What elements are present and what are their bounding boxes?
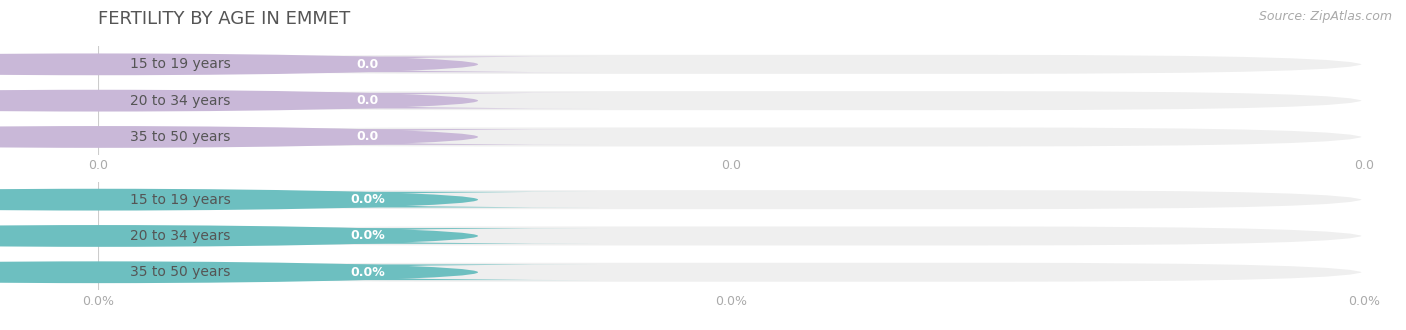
Text: 35 to 50 years: 35 to 50 years bbox=[131, 265, 231, 279]
Text: 0.0%: 0.0% bbox=[350, 229, 385, 243]
Circle shape bbox=[0, 225, 478, 247]
Text: 15 to 19 years: 15 to 19 years bbox=[131, 193, 231, 207]
FancyBboxPatch shape bbox=[136, 228, 599, 244]
Text: 35 to 50 years: 35 to 50 years bbox=[131, 130, 231, 144]
Text: 0.0: 0.0 bbox=[356, 94, 378, 107]
FancyBboxPatch shape bbox=[136, 93, 599, 109]
Text: Source: ZipAtlas.com: Source: ZipAtlas.com bbox=[1258, 10, 1392, 23]
Text: 20 to 34 years: 20 to 34 years bbox=[131, 94, 231, 108]
Text: 0.0%: 0.0% bbox=[350, 266, 385, 279]
Circle shape bbox=[0, 189, 478, 211]
Text: 15 to 19 years: 15 to 19 years bbox=[131, 57, 231, 71]
FancyBboxPatch shape bbox=[98, 189, 1364, 211]
Circle shape bbox=[0, 261, 478, 283]
Text: 0.0%: 0.0% bbox=[350, 193, 385, 206]
FancyBboxPatch shape bbox=[136, 264, 599, 280]
FancyBboxPatch shape bbox=[98, 90, 1364, 112]
Text: 0.0: 0.0 bbox=[356, 58, 378, 71]
Circle shape bbox=[0, 53, 478, 75]
FancyBboxPatch shape bbox=[98, 225, 1364, 247]
FancyBboxPatch shape bbox=[98, 53, 1364, 75]
Circle shape bbox=[0, 90, 478, 112]
FancyBboxPatch shape bbox=[136, 192, 599, 208]
FancyBboxPatch shape bbox=[98, 126, 1364, 148]
FancyBboxPatch shape bbox=[136, 56, 599, 72]
FancyBboxPatch shape bbox=[136, 129, 599, 145]
Text: FERTILITY BY AGE IN EMMET: FERTILITY BY AGE IN EMMET bbox=[98, 10, 350, 28]
Circle shape bbox=[0, 126, 478, 148]
FancyBboxPatch shape bbox=[98, 261, 1364, 283]
Text: 0.0: 0.0 bbox=[356, 130, 378, 144]
Text: 20 to 34 years: 20 to 34 years bbox=[131, 229, 231, 243]
